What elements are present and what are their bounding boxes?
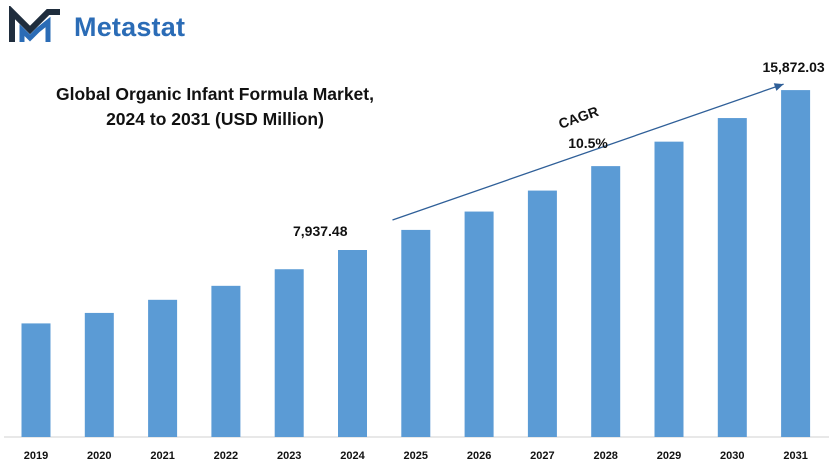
x-tick-label-2025: 2025 (404, 450, 428, 462)
bar-2030 (717, 118, 747, 438)
x-tick-label-2019: 2019 (24, 450, 48, 462)
bar-2022 (211, 285, 241, 437)
bar-2028 (591, 166, 621, 437)
x-tick-label-2023: 2023 (277, 450, 301, 462)
cagr-arrowhead (773, 83, 784, 91)
logo: Metastat (8, 6, 208, 46)
bar-2019 (21, 323, 51, 437)
x-tick-label-2026: 2026 (467, 450, 491, 462)
chart-title: Global Organic Infant Formula Market, 20… (20, 82, 410, 132)
bar-2021 (148, 299, 178, 437)
bar-2027 (527, 190, 557, 437)
x-tick-label-2022: 2022 (214, 450, 238, 462)
cagr-value: 10.5% (568, 135, 608, 151)
bar-2024 (338, 250, 367, 437)
bar-2023 (274, 269, 304, 437)
data-label-2024: 7,937.48 (293, 223, 348, 239)
bar-2029 (654, 141, 684, 437)
metastat-logo-icon (9, 6, 60, 42)
x-tick-label-2028: 2028 (593, 450, 617, 462)
bar-2026 (464, 211, 494, 437)
x-tick-label-2021: 2021 (150, 450, 174, 462)
x-tick-label-2031: 2031 (783, 450, 807, 462)
x-tick-label-2020: 2020 (87, 450, 111, 462)
bar-2031 (781, 90, 811, 437)
bar-2025 (401, 229, 431, 437)
cagr-arrow-line (392, 83, 784, 221)
x-tick-label-2024: 2024 (340, 450, 365, 462)
x-tick-label-2030: 2030 (720, 450, 744, 462)
chart-title-line-2: 2024 to 2031 (USD Million) (106, 109, 324, 129)
data-label-2031: 15,872.03 (762, 59, 824, 75)
brand-name: Metastat (74, 12, 186, 42)
x-tick-label-2027: 2027 (530, 450, 554, 462)
bar-2020 (84, 312, 114, 437)
cagr-label: CAGR (556, 103, 600, 132)
x-tick-label-2029: 2029 (657, 450, 681, 462)
chart-title-line-1: Global Organic Infant Formula Market, (56, 84, 374, 104)
